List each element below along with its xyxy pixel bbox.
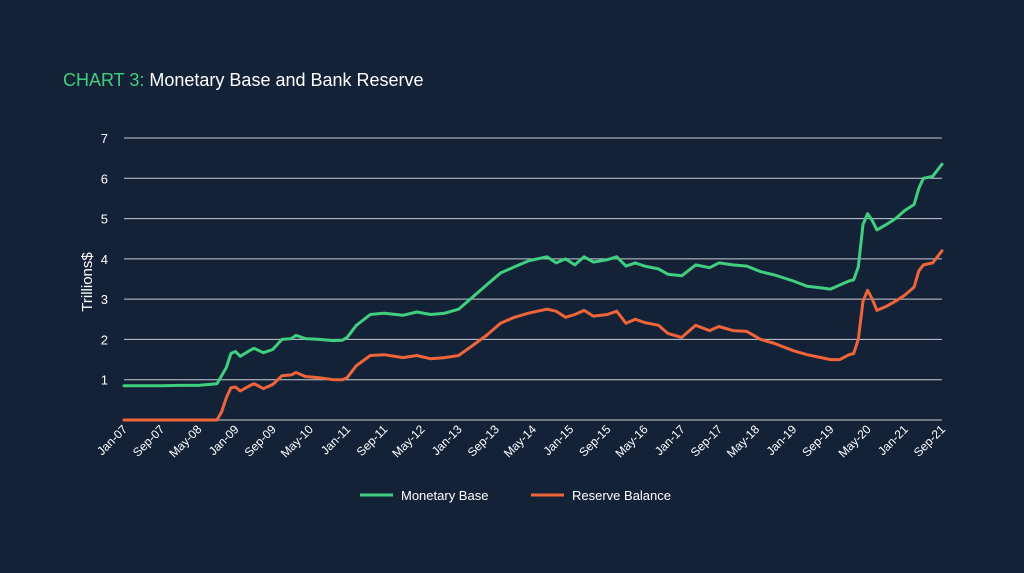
legend-label-reserve-balance: Reserve Balance — [572, 488, 671, 503]
x-tick-label: Sep-15 — [576, 422, 613, 459]
y-tick-label: 7 — [101, 131, 108, 146]
y-tick-label: 6 — [101, 171, 108, 186]
y-tick-label: 3 — [101, 292, 108, 307]
reserve-balance-line — [122, 249, 944, 422]
legend: Monetary Base Reserve Balance — [360, 488, 671, 503]
x-tick-label: Jan-17 — [652, 422, 688, 458]
x-tick-label: May-12 — [389, 422, 427, 460]
y-tick-label: 5 — [101, 212, 108, 227]
x-tick-label: Jan-09 — [206, 422, 242, 458]
x-tick-label: Sep-11 — [354, 422, 391, 459]
y-axis-label: Trillions$ — [79, 252, 96, 312]
y-axis-ticks: 1 2 3 4 5 6 7 — [101, 131, 108, 388]
legend-label-monetary-base: Monetary Base — [401, 488, 488, 503]
x-tick-label: May-20 — [836, 422, 874, 460]
x-tick-label: Sep-09 — [242, 422, 279, 459]
x-tick-label: Sep-07 — [130, 422, 167, 459]
y-tick-label: 4 — [101, 252, 108, 267]
series-lines — [122, 162, 944, 422]
grid-lines — [124, 137, 942, 421]
chart-title-text: Monetary Base and Bank Reserve — [149, 70, 424, 90]
x-tick-label: Jan-13 — [429, 422, 465, 458]
y-tick-label: 2 — [101, 332, 108, 347]
chart-title: CHART 3: Monetary Base and Bank Reserve — [63, 70, 424, 91]
x-tick-label: Jan-07 — [94, 422, 130, 458]
x-tick-label: May-14 — [501, 422, 539, 460]
x-tick-label: Sep-13 — [465, 422, 502, 459]
x-tick-label: Jan-21 — [875, 422, 911, 458]
x-tick-label: May-08 — [166, 422, 204, 460]
x-tick-label: Jan-15 — [540, 422, 576, 458]
x-tick-label: May-18 — [724, 422, 762, 460]
x-tick-label: Sep-21 — [911, 422, 948, 459]
x-tick-label: Jan-11 — [318, 422, 353, 457]
x-tick-label: Sep-19 — [799, 422, 836, 459]
x-tick-label: Sep-17 — [688, 422, 725, 459]
chart-title-prefix: CHART 3: — [63, 70, 145, 90]
x-tick-label: May-16 — [612, 422, 650, 460]
monetary-base-line — [122, 162, 944, 388]
x-tick-label: May-10 — [278, 422, 316, 460]
x-tick-label: Jan-19 — [764, 422, 800, 458]
y-tick-label: 1 — [101, 373, 108, 388]
